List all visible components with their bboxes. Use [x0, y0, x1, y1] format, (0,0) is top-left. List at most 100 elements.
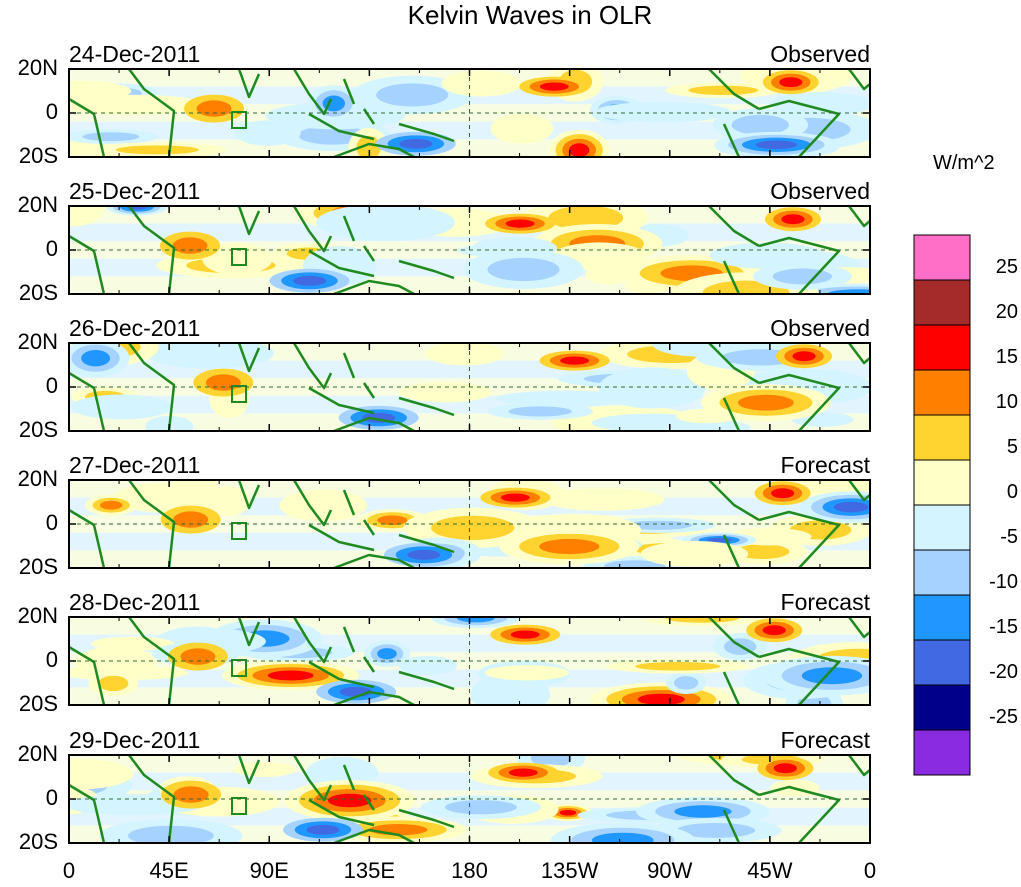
olr-anomaly-blob: [548, 206, 624, 231]
olr-anomaly-blob: [398, 382, 492, 403]
longitude-label: 135W: [540, 858, 599, 883]
olr-anomaly-blob: [99, 500, 123, 510]
coastline: [758, 99, 841, 157]
olr-anomaly-core: [173, 786, 209, 803]
olr-anomaly-blob: [233, 762, 296, 778]
olr-anomaly-blob: [431, 515, 515, 540]
colorbar-swatch: [913, 504, 971, 551]
coastline: [292, 343, 333, 390]
longitude-label: 135E: [343, 858, 396, 883]
olr-anomaly-core: [771, 488, 795, 499]
map-panel: [68, 342, 871, 432]
olr-anomaly-blob: [709, 242, 826, 269]
latitude-label: 20N: [17, 466, 58, 491]
latitude-label: 20N: [17, 192, 58, 217]
olr-anomaly-blob: [559, 809, 577, 816]
coastline: [758, 236, 841, 294]
coastline: [333, 828, 415, 843]
coastline: [333, 416, 415, 431]
coastline: [128, 206, 176, 294]
olr-anomaly-blob: [635, 662, 721, 671]
figure-title: Kelvin Waves in OLR: [407, 0, 653, 30]
coastline: [848, 343, 870, 365]
latitude-label: 0: [45, 373, 58, 398]
coastline: [708, 206, 760, 248]
map-panel: [68, 616, 871, 706]
latitude-label: 0: [45, 236, 58, 261]
panel-type: Forecast: [780, 452, 870, 478]
coastline: [308, 523, 375, 552]
olr-anomaly-blob: [833, 501, 869, 513]
colorbar-label: 25: [995, 256, 1018, 278]
panel-date: 26-Dec-2011: [69, 315, 201, 341]
latitude-label: 20S: [18, 143, 58, 168]
coastline: [342, 215, 376, 262]
coastline: [69, 371, 106, 431]
reference-box: [231, 111, 247, 129]
latitude-label: 20S: [18, 829, 58, 854]
coastline: [848, 480, 870, 502]
olr-anomaly-blob: [539, 538, 600, 555]
olr-anomaly-blob: [376, 83, 449, 107]
olr-anomaly-blob: [640, 541, 749, 567]
olr-anomaly-core: [539, 82, 569, 91]
olr-anomaly-core: [306, 824, 340, 835]
coastline: [128, 480, 176, 568]
coastline: [308, 798, 375, 827]
colorbar-label: 0: [1006, 481, 1018, 503]
olr-anomaly-core: [172, 237, 208, 254]
coastline: [237, 480, 261, 510]
reference-box: [231, 385, 247, 403]
coastline: [237, 69, 261, 99]
reference-box: [231, 797, 247, 815]
longitude-label: 45W: [747, 858, 793, 883]
olr-anomaly-core: [773, 763, 797, 774]
coastline: [342, 626, 376, 673]
coastline: [128, 755, 176, 843]
olr-anomaly-core: [292, 275, 326, 286]
colorbar-swatch: [913, 459, 971, 506]
coastline: [69, 234, 106, 294]
colorbar-label: -20: [989, 661, 1018, 683]
panel-date: 29-Dec-2011: [69, 727, 201, 753]
olr-anomaly-blob: [444, 800, 517, 815]
panel-type: Observed: [770, 315, 870, 341]
coastline: [758, 373, 841, 431]
olr-anomaly-core: [779, 77, 803, 88]
coastline: [398, 533, 455, 554]
olr-anomaly-blob: [316, 206, 455, 242]
latitude-label: 20N: [17, 741, 58, 766]
coastline: [333, 690, 415, 705]
coastline: [128, 617, 176, 705]
coastline: [722, 671, 741, 705]
olr-anomaly-core: [500, 493, 530, 502]
coastline: [342, 489, 376, 536]
latitude-label: 20N: [17, 603, 58, 628]
colorbar-label: 10: [995, 391, 1018, 413]
longitude-label: 0: [62, 858, 76, 883]
olr-anomaly-blob: [828, 289, 870, 294]
olr-anomaly-blob: [688, 85, 759, 95]
reference-box: [231, 248, 247, 266]
olr-anomaly-blob: [81, 350, 111, 367]
coastline: [237, 206, 261, 236]
colorbar-units: W/m^2: [933, 152, 995, 174]
latitude-label: 0: [45, 785, 58, 810]
olr-anomaly-core: [560, 356, 589, 365]
olr-anomaly-blob: [377, 648, 397, 660]
coastline: [69, 783, 106, 843]
panel-date: 27-Dec-2011: [69, 452, 201, 478]
olr-anomaly-core: [792, 351, 816, 362]
olr-anomaly-core: [173, 511, 209, 528]
olr-anomaly-blob: [490, 113, 554, 144]
olr-anomaly-blob: [425, 343, 505, 366]
latitude-label: 20S: [18, 554, 58, 579]
coastline: [333, 553, 415, 568]
olr-anomaly-blob: [267, 670, 314, 681]
olr-anomaly-blob: [202, 242, 273, 276]
coastline: [708, 617, 760, 659]
coastline: [69, 97, 106, 157]
coastline: [398, 259, 455, 280]
colorbar-label: 15: [995, 346, 1018, 368]
